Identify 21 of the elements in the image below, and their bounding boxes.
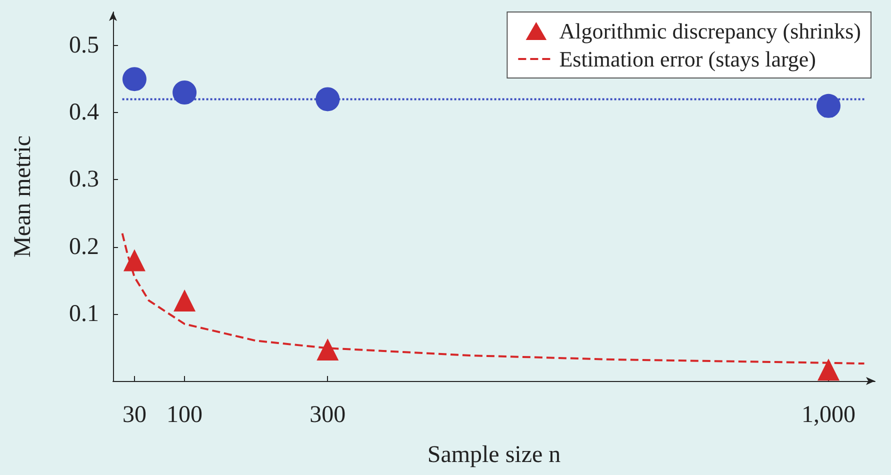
legend-label: Algorithmic discrepancy (shrinks)	[559, 18, 861, 44]
x-axis-title: Sample size n	[427, 442, 561, 468]
point	[122, 67, 146, 92]
y-tick-label: 0.1	[69, 300, 99, 327]
point	[316, 338, 339, 360]
x-tick-label: 30	[122, 402, 146, 428]
x-tick-label: 300	[310, 402, 346, 428]
y-axis-title: Mean metric	[10, 136, 36, 258]
y-tick-label: 0.4	[69, 100, 99, 126]
x-tick-label: 100	[166, 402, 203, 428]
point	[316, 87, 340, 112]
y-tick-label: 0.5	[69, 32, 99, 59]
point	[174, 289, 196, 312]
legend-label: Estimation error (stays large)	[559, 46, 816, 72]
point	[817, 358, 840, 381]
x-tick-label: 1,000	[801, 402, 856, 428]
point	[816, 94, 840, 118]
y-tick-label: 0.2	[69, 234, 99, 260]
y-tick-label: 0.3	[69, 166, 99, 193]
point	[123, 249, 146, 272]
point	[172, 80, 197, 104]
